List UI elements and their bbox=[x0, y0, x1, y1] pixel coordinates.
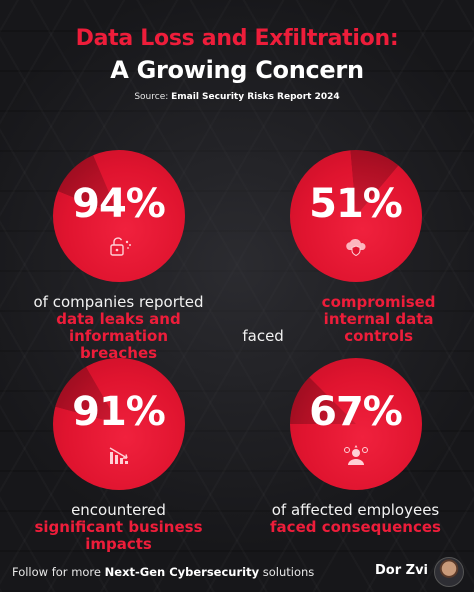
stat-circle: 67% bbox=[289, 358, 422, 490]
stat-value: 91% bbox=[72, 389, 166, 435]
source-prefix: Source: bbox=[134, 92, 169, 102]
stat-text: faced bbox=[242, 327, 284, 345]
stat-value: 67% bbox=[309, 389, 403, 435]
stat-highlight: significant business impacts bbox=[34, 518, 203, 553]
stat-caption: of affected employees faced consequences bbox=[237, 502, 474, 536]
stat-card-3: 91% encountered significant business imp… bbox=[0, 358, 237, 553]
chart-decline-icon bbox=[109, 447, 128, 464]
stat-highlight: faced consequences bbox=[270, 518, 441, 536]
footer-prefix: Follow for more bbox=[12, 565, 101, 579]
stat-circle: 51% bbox=[289, 150, 422, 282]
stat-card-4: 67% of affected employees faced conseque… bbox=[237, 358, 474, 536]
stat-highlight: compromised internal data controls bbox=[321, 293, 436, 345]
stat-caption: faced compromised internal data controls bbox=[237, 294, 474, 345]
stat-highlight: data leaks and information breaches bbox=[56, 310, 181, 362]
unlock-icon bbox=[109, 237, 131, 256]
stat-circle: 94% bbox=[52, 150, 185, 282]
stat-value: 94% bbox=[72, 181, 166, 227]
footer-follow-text: Follow for more Next-Gen Cybersecurity s… bbox=[12, 565, 314, 579]
cloud-shield-icon bbox=[345, 239, 366, 257]
stat-text: of affected employees bbox=[271, 501, 440, 519]
stat-caption: of companies reported data leaks and inf… bbox=[0, 294, 237, 362]
header: Data Loss and Exfiltration: A Growing Co… bbox=[0, 24, 474, 102]
source-line: Source: Email Security Risks Report 2024 bbox=[0, 92, 474, 102]
stat-text: of companies reported bbox=[33, 293, 204, 311]
footer-highlight: Next-Gen Cybersecurity bbox=[104, 565, 260, 579]
avatar[interactable] bbox=[434, 557, 464, 587]
stat-caption: encountered significant business impacts bbox=[0, 502, 237, 553]
title-line-1: Data Loss and Exfiltration: bbox=[75, 26, 399, 51]
stat-card-2: 51% faced compromised internal data cont… bbox=[237, 150, 474, 345]
stat-text: encountered bbox=[71, 501, 166, 519]
author-name[interactable]: Dor Zvi bbox=[374, 563, 428, 578]
footer-suffix: solutions bbox=[262, 565, 315, 579]
stat-card-1: 94% of companies reported data leaks and… bbox=[0, 150, 237, 362]
title-line-2: A Growing Concern bbox=[110, 56, 364, 84]
stat-value: 51% bbox=[309, 181, 403, 227]
employee-warning-icon bbox=[343, 445, 368, 465]
source-name: Email Security Risks Report 2024 bbox=[171, 92, 340, 102]
stat-circle: 91% bbox=[52, 358, 185, 490]
